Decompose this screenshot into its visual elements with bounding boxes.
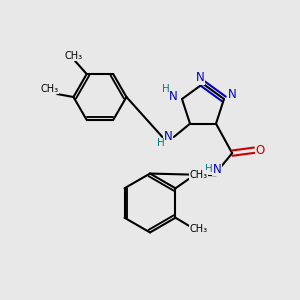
Text: O: O — [256, 144, 265, 157]
Text: CH₃: CH₃ — [64, 50, 82, 61]
Text: N: N — [196, 71, 204, 84]
Text: H: H — [205, 164, 212, 174]
Text: N: N — [169, 90, 178, 103]
Text: CH₃: CH₃ — [189, 170, 208, 180]
Text: N: N — [213, 163, 222, 176]
Text: N: N — [164, 130, 172, 143]
Text: CH₃: CH₃ — [189, 224, 208, 235]
Text: N: N — [228, 88, 237, 101]
Text: H: H — [157, 138, 164, 148]
Text: CH₃: CH₃ — [41, 84, 59, 94]
Text: H: H — [162, 84, 170, 94]
